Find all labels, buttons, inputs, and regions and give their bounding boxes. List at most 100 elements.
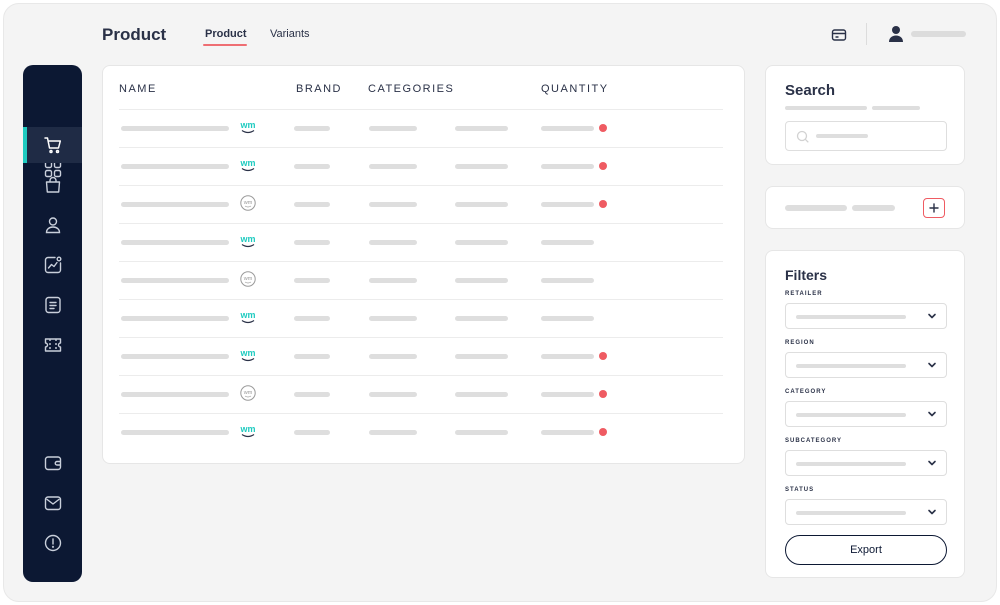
- column-header-quantity[interactable]: QUANTITY: [541, 83, 609, 95]
- search-card: Search: [765, 65, 965, 165]
- table-row[interactable]: wm: [119, 261, 723, 299]
- sidebar-item-coupons[interactable]: [23, 327, 82, 363]
- sidebar-item-shop[interactable]: [23, 167, 82, 203]
- filter-select-status[interactable]: [785, 499, 947, 525]
- column-header-categories[interactable]: CATEGORIES: [368, 83, 455, 95]
- filter-label-retailer: RETAILER: [785, 291, 823, 297]
- active-tab-indicator: [203, 44, 247, 46]
- search-title: Search: [785, 82, 836, 99]
- quantity-placeholder: [541, 354, 594, 359]
- brand-placeholder: [294, 430, 330, 435]
- svg-text:wm: wm: [243, 200, 253, 206]
- header-divider: [866, 23, 867, 45]
- filter-select-region[interactable]: [785, 352, 947, 378]
- filter-select-category[interactable]: [785, 401, 947, 427]
- category-placeholder: [369, 202, 417, 207]
- retailer-logo-icon: wm: [239, 234, 256, 248]
- brand-placeholder: [294, 392, 330, 397]
- add-card: [765, 186, 965, 229]
- search-placeholder: [816, 134, 868, 138]
- tab-variants[interactable]: Variants: [270, 28, 310, 40]
- table-row[interactable]: wm: [119, 223, 723, 261]
- chevron-down-icon: [928, 460, 936, 466]
- sidebar-item-wallet[interactable]: [23, 445, 82, 481]
- retailer-logo-icon: wm: [239, 424, 256, 438]
- document-icon: [44, 296, 61, 314]
- card-icon[interactable]: [831, 28, 847, 42]
- stock-alert-dot: [599, 428, 607, 436]
- product-name-placeholder: [121, 316, 229, 321]
- product-name-placeholder: [121, 126, 229, 131]
- plus-icon: [929, 203, 939, 213]
- product-name-placeholder: [121, 240, 229, 245]
- quantity-placeholder: [541, 164, 594, 169]
- quantity-placeholder: [541, 240, 594, 245]
- stock-alert-dot: [599, 352, 607, 360]
- category-placeholder: [369, 278, 417, 283]
- quantity-placeholder: [541, 202, 594, 207]
- mail-icon: [44, 496, 61, 511]
- brand-placeholder: [294, 278, 330, 283]
- brand-placeholder: [294, 316, 330, 321]
- select-value-placeholder: [796, 462, 906, 466]
- quantity-placeholder: [541, 126, 594, 131]
- retailer-logo-icon: wm: [239, 348, 256, 362]
- export-button[interactable]: Export: [785, 535, 947, 565]
- avatar-icon[interactable]: [888, 25, 904, 43]
- filters-card: Filters RETAILER REGION CATEGORY SUBCATEGOR…: [765, 250, 965, 578]
- filter-select-subcategory[interactable]: [785, 450, 947, 476]
- filter-select-retailer[interactable]: [785, 303, 947, 329]
- add-button[interactable]: [923, 198, 945, 218]
- table-row[interactable]: wm: [119, 375, 723, 413]
- add-label-placeholder: [852, 205, 895, 211]
- sidebar-item-reports[interactable]: [23, 287, 82, 323]
- svg-text:wm: wm: [239, 234, 255, 244]
- subcategory-placeholder: [455, 430, 508, 435]
- table-row[interactable]: wm: [119, 413, 723, 451]
- product-name-placeholder: [121, 354, 229, 359]
- category-placeholder: [369, 164, 417, 169]
- filter-label-status: STATUS: [785, 487, 815, 493]
- table-row[interactable]: wm: [119, 299, 723, 337]
- sidebar-item-help[interactable]: [23, 525, 82, 561]
- sidebar-item-users[interactable]: [23, 207, 82, 243]
- table-row[interactable]: wm: [119, 147, 723, 185]
- sidebar: [23, 65, 82, 582]
- stock-alert-dot: [599, 390, 607, 398]
- column-header-name[interactable]: NAME: [119, 83, 157, 95]
- svg-text:wm: wm: [243, 276, 253, 282]
- stock-alert-dot: [599, 200, 607, 208]
- chevron-down-icon: [928, 362, 936, 368]
- table-row[interactable]: wm: [119, 337, 723, 375]
- category-placeholder: [369, 354, 417, 359]
- trend-chart-icon: [44, 256, 61, 274]
- category-placeholder: [369, 240, 417, 245]
- sidebar-item-messages[interactable]: [23, 485, 82, 521]
- brand-placeholder: [294, 240, 330, 245]
- subcategory-placeholder: [455, 392, 508, 397]
- brand-placeholder: [294, 202, 330, 207]
- tab-product[interactable]: Product: [205, 28, 247, 40]
- table-row[interactable]: wm: [119, 185, 723, 223]
- brand-placeholder: [294, 126, 330, 131]
- search-icon: [796, 130, 809, 143]
- quantity-placeholder: [541, 430, 594, 435]
- subcategory-placeholder: [455, 202, 508, 207]
- search-subtitle-placeholder: [872, 106, 920, 110]
- product-table: NAME BRAND CATEGORIES QUANTITY wm wm wm wm w…: [102, 65, 745, 464]
- sidebar-item-products[interactable]: [23, 127, 82, 163]
- filters-title: Filters: [785, 267, 828, 283]
- chevron-down-icon: [928, 313, 936, 319]
- subcategory-placeholder: [455, 126, 508, 131]
- user-name-placeholder[interactable]: [911, 31, 966, 37]
- product-name-placeholder: [121, 430, 229, 435]
- ticket-icon: [44, 338, 61, 352]
- wallet-icon: [44, 456, 61, 471]
- sidebar-item-analytics[interactable]: [23, 247, 82, 283]
- subcategory-placeholder: [455, 354, 508, 359]
- table-row[interactable]: wm: [119, 109, 723, 147]
- retailer-logo-icon: wm: [239, 120, 256, 134]
- add-label-placeholder: [785, 205, 847, 211]
- column-header-brand[interactable]: BRAND: [296, 83, 343, 95]
- search-input[interactable]: [785, 121, 947, 151]
